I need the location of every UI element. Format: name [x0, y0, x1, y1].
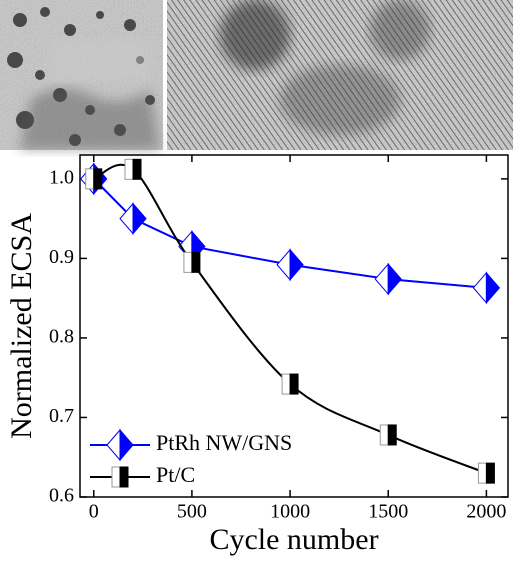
marker: [276, 248, 304, 282]
marker-half-left: [124, 158, 134, 180]
marker-half-left: [374, 262, 389, 296]
tem-image-left: [0, 0, 163, 150]
marker-half-right: [289, 373, 299, 395]
marker: [379, 424, 397, 446]
x-tick-label: 2000: [466, 501, 506, 523]
marker-half-left: [281, 373, 291, 395]
marker-half-right: [387, 262, 402, 296]
x-tick-label: 0: [89, 501, 99, 523]
marker-half-right: [132, 158, 142, 180]
marker-half-right: [485, 462, 495, 484]
x-tick-label: 1500: [368, 501, 408, 523]
y-tick-label: 0.6: [49, 485, 74, 507]
marker: [472, 271, 501, 305]
legend-item: Pt/C: [90, 462, 195, 488]
marker-half-right: [132, 202, 147, 235]
legend-text: Pt/C: [156, 462, 195, 487]
marker-half-right: [191, 251, 201, 273]
marker-half-right: [485, 271, 501, 305]
marker: [106, 428, 134, 462]
y-tick-label: 0.9: [49, 246, 74, 268]
marker-half-left: [276, 248, 291, 282]
marker-half-right: [289, 248, 304, 282]
tem-image-right: [167, 0, 513, 150]
y-axis-label: Normalized ECSA: [5, 213, 38, 439]
plot-frame: [79, 154, 509, 498]
marker-half-left: [111, 466, 121, 488]
legend-text: PtRh NW/GNS: [156, 430, 292, 455]
y-tick-label: 0.8: [49, 326, 74, 348]
marker: [124, 158, 142, 180]
marker: [477, 462, 495, 484]
y-tick-label: 1.0: [49, 166, 74, 188]
marker: [374, 262, 402, 296]
x-tick-label: 500: [177, 501, 207, 523]
marker-half-left: [379, 424, 389, 446]
marker: [119, 202, 147, 235]
series-line: [93, 163, 487, 475]
marker: [85, 168, 103, 190]
y-tick-label: 0.7: [49, 405, 74, 427]
marker-half-left: [477, 462, 487, 484]
marker-half-right: [119, 428, 134, 462]
marker: [111, 466, 129, 488]
marker-half-left: [183, 251, 193, 273]
marker-half-left: [85, 168, 95, 190]
x-axis-label: Cycle number: [209, 523, 378, 556]
marker: [183, 251, 201, 273]
marker-half-right: [93, 168, 103, 190]
x-tick-label: 1000: [270, 501, 310, 523]
marker-half-left: [106, 428, 121, 462]
marker-half-right: [387, 424, 397, 446]
marker-half-left: [472, 271, 487, 305]
marker-half-right: [119, 466, 129, 488]
marker: [281, 373, 299, 395]
legend-item: PtRh NW/GNS: [90, 428, 292, 462]
